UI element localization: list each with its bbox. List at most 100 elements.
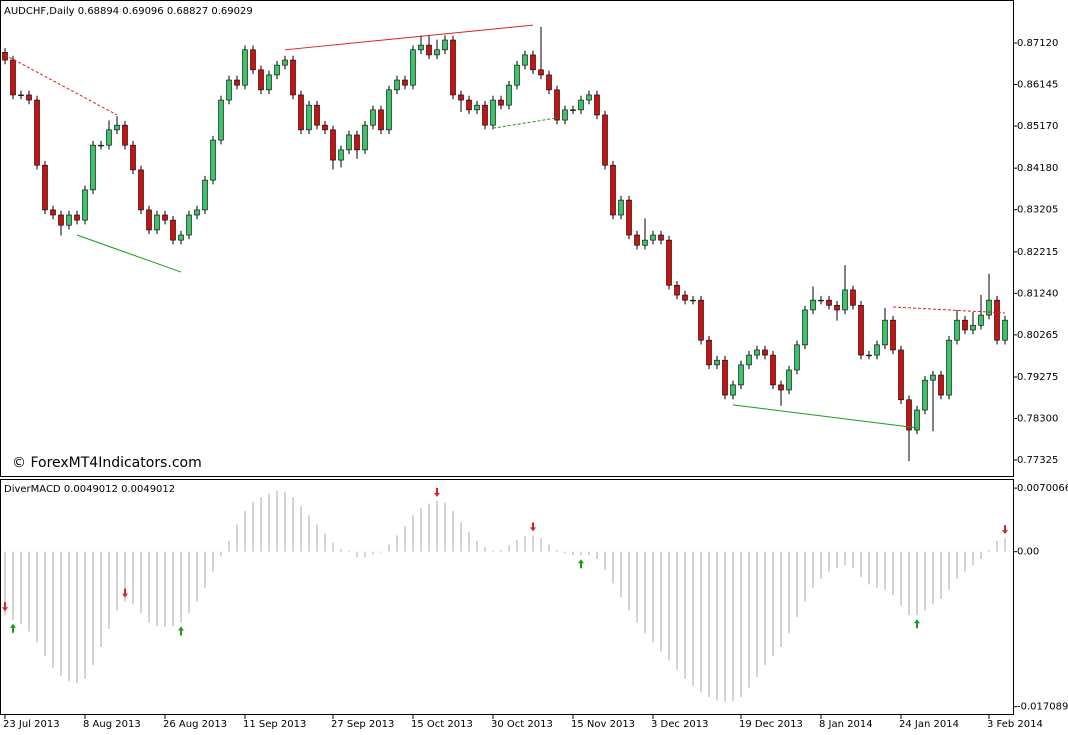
candle-body (658, 234, 664, 241)
candle-body (946, 339, 952, 396)
candle-body (514, 64, 520, 86)
candle-body (290, 59, 296, 96)
candle-body (602, 114, 608, 166)
candle-body (410, 49, 416, 86)
candle-body (778, 384, 784, 391)
candle-body (362, 124, 368, 151)
x-tick-label: 27 Sep 2013 (331, 719, 394, 730)
candle-body (930, 374, 936, 381)
candle-body (122, 124, 128, 146)
indicator-panel (0, 479, 1014, 715)
candle-body (546, 74, 552, 91)
candle-body (594, 94, 600, 116)
y-tick-label: 0.79275 (1017, 372, 1058, 383)
candle-body (186, 214, 192, 236)
candle-body (426, 44, 432, 56)
y-tick-label: 0.00 (1017, 547, 1039, 558)
candle-body (842, 289, 848, 311)
candle-body (442, 39, 448, 51)
x-tick-label: 3 Feb 2014 (987, 719, 1043, 730)
candle-body (858, 304, 864, 356)
sell-arrow (434, 487, 440, 497)
candle-body (506, 84, 512, 106)
candle-body (666, 239, 672, 286)
candle-body (202, 179, 208, 211)
candle-body (938, 374, 944, 396)
candle-body (746, 354, 752, 366)
candle-body (706, 339, 712, 366)
candle-body (874, 344, 880, 356)
candle-body (890, 319, 896, 351)
candle-body (786, 369, 792, 391)
candle-body (98, 144, 104, 147)
divergence-line (492, 117, 558, 129)
y-tick-label: 0.86145 (1017, 80, 1058, 91)
candle-body (834, 304, 840, 311)
candle-body (106, 129, 112, 146)
candle-body (618, 199, 624, 216)
candle-body (146, 209, 152, 231)
price-panel (0, 0, 1014, 477)
watermark: © ForexMT4Indicators.com (12, 455, 202, 471)
y-tick-label: 0.83205 (1017, 205, 1058, 216)
x-tick-label: 15 Nov 2013 (571, 719, 635, 730)
candle-body (370, 109, 376, 126)
candle-body (394, 79, 400, 91)
y-tick-label: 0.78300 (1017, 414, 1058, 425)
candle-body (818, 299, 824, 302)
candle-body (826, 299, 832, 306)
candle-body (810, 299, 816, 311)
candle-body (674, 284, 680, 296)
candle-body (378, 109, 384, 131)
candle-body (730, 384, 736, 396)
y-tick-label: 0.0070066 (1017, 483, 1068, 494)
candle-body (906, 399, 912, 431)
candle-body (474, 104, 480, 111)
buy-arrow (178, 626, 184, 636)
candle-body (850, 289, 856, 306)
candle-body (610, 164, 616, 216)
candle-body (986, 299, 992, 316)
candle-body (210, 139, 216, 181)
sell-arrow (530, 522, 536, 532)
divergence-line (732, 404, 918, 429)
candle-body (162, 214, 168, 221)
candle-body (922, 379, 928, 411)
candle-body (346, 134, 352, 151)
candle-body (866, 354, 872, 357)
candle-body (794, 344, 800, 371)
sell-arrow (2, 602, 8, 612)
candle-body (170, 219, 176, 241)
candle-body (226, 79, 232, 101)
divergence-line (892, 306, 1006, 314)
candle-body (682, 294, 688, 301)
candle-body (58, 214, 64, 226)
candle-body (722, 359, 728, 396)
candle-body (18, 94, 24, 97)
y-tick-label: 0.77325 (1017, 455, 1058, 466)
candle-body (962, 319, 968, 331)
candle-body (498, 99, 504, 106)
candle-body (10, 59, 16, 96)
divergence-line (76, 234, 182, 273)
candle-body (882, 319, 888, 346)
candle-body (466, 99, 472, 111)
buy-arrow (914, 619, 920, 629)
x-tick-label: 11 Sep 2013 (243, 719, 306, 730)
candle-body (402, 79, 408, 86)
y-tick-label: 0.84180 (1017, 163, 1058, 174)
x-tick-label: 8 Jan 2014 (819, 719, 873, 730)
candle-body (690, 299, 696, 302)
candle-body (698, 299, 704, 341)
candle-body (538, 69, 544, 76)
candle-body (650, 234, 656, 241)
y-tick-label: 0.80265 (1017, 330, 1058, 341)
candle-body (114, 124, 120, 131)
candle-body (258, 69, 264, 91)
candle-body (178, 234, 184, 241)
candle-body (770, 354, 776, 386)
candle-body (242, 49, 248, 86)
candle-body (282, 59, 288, 66)
candle-body (338, 149, 344, 161)
